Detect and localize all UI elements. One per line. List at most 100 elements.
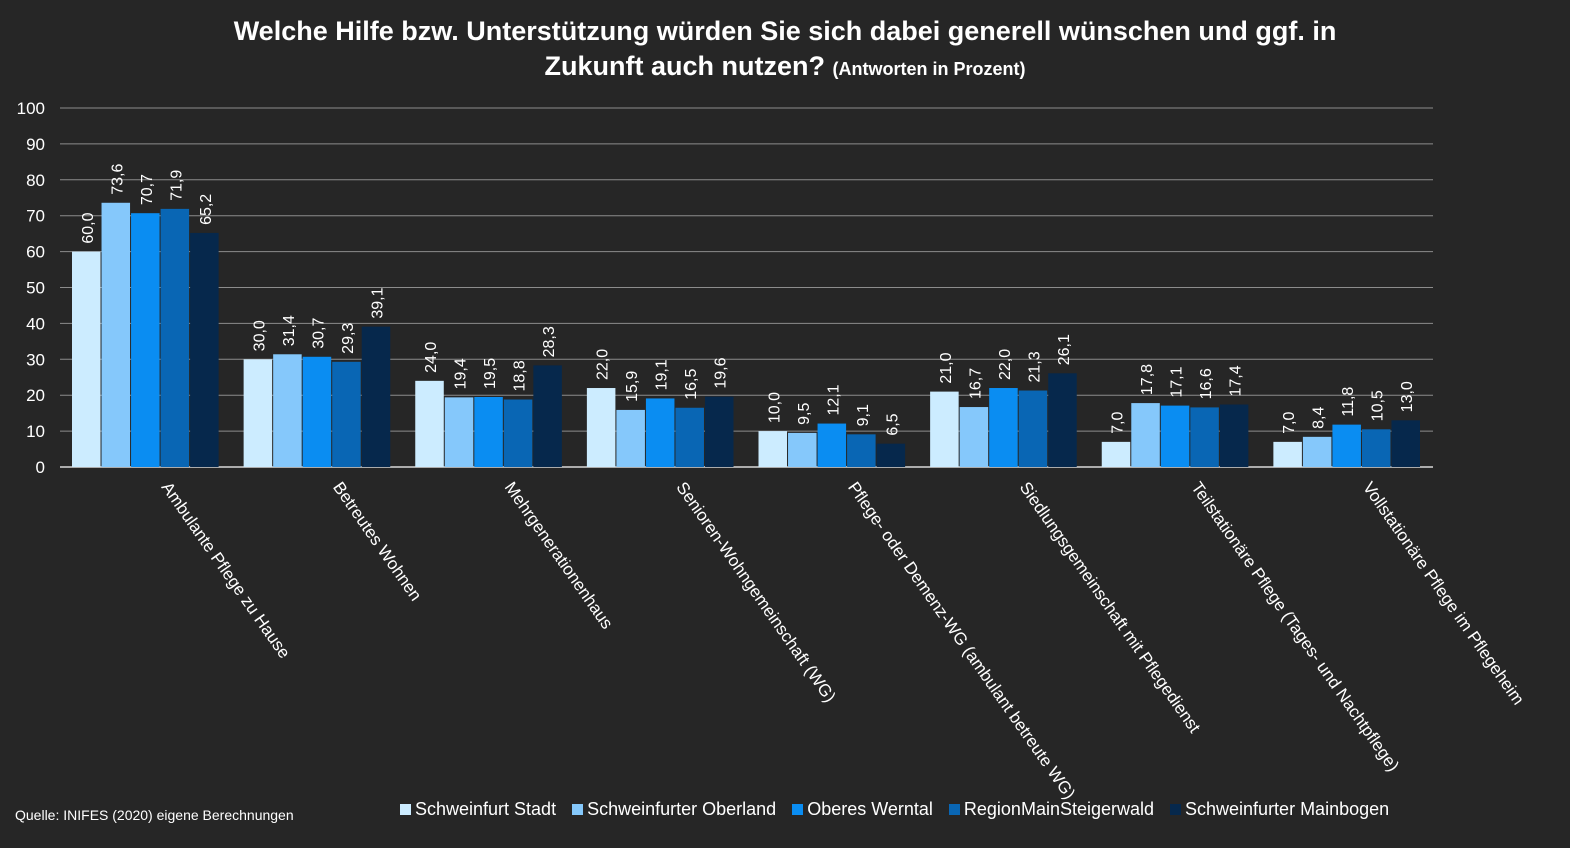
- x-tick-label: Vollstationäre Pflege im Pflegeheim: [1359, 478, 1528, 708]
- data-label: 11,8: [1340, 387, 1357, 417]
- legend-swatch: [792, 804, 804, 815]
- x-tick-label: Senioren-Wohngemeinschaft (WG): [672, 478, 839, 705]
- data-label: 18,8: [512, 360, 529, 391]
- bar: [72, 251, 101, 467]
- data-label: 21,0: [938, 352, 955, 383]
- bar: [503, 399, 533, 467]
- bar: [788, 432, 817, 467]
- x-tick-label: Betreutes Wohnen: [329, 478, 425, 604]
- legend-swatch: [1170, 804, 1182, 815]
- data-label: 24,0: [423, 342, 440, 373]
- data-label: 9,1: [855, 404, 872, 426]
- data-label: 65,2: [198, 194, 215, 225]
- data-label: 10,5: [1370, 390, 1387, 421]
- x-axis-labels: Ambulante Pflege zu Hause Betreutes Wohne…: [158, 478, 1528, 802]
- source-note: Quelle: INIFES (2020) eigene Berechnunge…: [15, 807, 294, 823]
- bar: [415, 380, 444, 467]
- data-label: 70,7: [139, 174, 156, 205]
- legend-item: RegionMainSteigerwald: [948, 799, 1155, 820]
- bar: [675, 407, 704, 467]
- chart-title: Welche Hilfe bzw. Unterstützung würden S…: [0, 14, 1570, 87]
- bar: [332, 361, 361, 467]
- legend-label: Oberes Werntal: [807, 799, 933, 819]
- x-tick-label: Teilstationäre Pflege (Tages- und Nachtp…: [1187, 478, 1403, 775]
- y-tick-label: 60: [26, 243, 45, 262]
- y-tick-label: 50: [26, 279, 45, 298]
- legend-item: Oberes Werntal: [792, 799, 933, 820]
- data-label: 26,1: [1056, 334, 1073, 365]
- data-label: 28,3: [541, 326, 558, 357]
- bar: [1302, 436, 1332, 467]
- y-tick-label: 40: [26, 314, 45, 333]
- legend-label: Schweinfurt Stadt: [415, 799, 557, 819]
- bar: [930, 391, 959, 467]
- bar: [1219, 404, 1249, 467]
- bar: [876, 443, 906, 467]
- data-label: 17,4: [1228, 365, 1245, 396]
- bar: [444, 397, 474, 467]
- data-label: 15,9: [624, 371, 641, 402]
- data-label: 19,5: [482, 358, 499, 389]
- bar: [101, 202, 131, 467]
- bar: [160, 208, 190, 467]
- bar: [586, 388, 616, 467]
- bar: [616, 409, 645, 467]
- data-label: 8,4: [1311, 407, 1328, 429]
- y-tick-label: 100: [17, 99, 45, 118]
- y-tick-label: 70: [26, 207, 45, 226]
- bar: [190, 232, 219, 467]
- bar: [273, 354, 302, 467]
- data-label: 22,0: [997, 349, 1014, 380]
- data-label: 17,1: [1169, 366, 1186, 397]
- data-label: 21,3: [1026, 351, 1043, 382]
- data-label: 19,4: [453, 358, 470, 389]
- data-label: 73,6: [109, 164, 126, 195]
- legend-item: Schweinfurt Stadt: [400, 799, 556, 820]
- bar: [959, 407, 989, 467]
- data-label: 30,0: [251, 320, 268, 351]
- legend-swatch: [948, 804, 960, 815]
- legend-item: Schweinfurter Mainbogen: [1170, 799, 1389, 820]
- bar: [1160, 405, 1190, 467]
- y-tick-label: 30: [26, 350, 45, 369]
- bar: [1048, 373, 1077, 467]
- y-tick-label: 90: [26, 135, 45, 154]
- bar: [131, 213, 160, 467]
- data-label: 9,5: [796, 403, 813, 425]
- data-labels: 60,0 30,0 24,0 22,0 10,0 21,0 7,0 7,0 73,6 31,4 19…: [80, 164, 1416, 436]
- bar: [847, 434, 876, 467]
- bar: [758, 431, 788, 467]
- bar: [1018, 390, 1048, 467]
- data-label: 16,7: [967, 368, 984, 399]
- legend-label: Schweinfurter Mainbogen: [1185, 799, 1390, 819]
- data-label: 60,0: [80, 212, 97, 243]
- legend-label: Schweinfurter Oberland: [587, 799, 777, 819]
- legend-swatch: [572, 804, 584, 815]
- y-axis-ticks: 0 10 20 30 40 50 60 70 80 90 100: [17, 99, 45, 477]
- y-tick-label: 0: [36, 458, 45, 477]
- y-tick-label: 20: [26, 386, 45, 405]
- legend-label: RegionMainSteigerwald: [963, 799, 1155, 819]
- data-label: 22,0: [595, 349, 612, 380]
- data-label: 19,6: [713, 357, 730, 388]
- data-label: 39,1: [369, 287, 386, 318]
- y-tick-label: 80: [26, 171, 45, 190]
- data-label: 7,0: [1110, 412, 1127, 434]
- bar: [817, 423, 847, 467]
- bars: [72, 202, 1420, 467]
- x-tick-label: Mehrgenerationenhaus: [501, 478, 617, 632]
- data-label: 29,3: [340, 323, 357, 354]
- bar: [1101, 441, 1131, 467]
- data-label: 19,1: [654, 359, 671, 390]
- data-label: 7,0: [1281, 412, 1298, 434]
- bar: [302, 356, 332, 467]
- gridlines: [60, 107, 1433, 468]
- data-label: 10,0: [766, 392, 783, 423]
- chart-title-line1: Welche Hilfe bzw. Unterstützung würden S…: [233, 16, 1337, 46]
- bar: [1391, 420, 1420, 467]
- data-label: 6,5: [884, 413, 901, 435]
- bar: [361, 326, 391, 467]
- data-label: 31,4: [281, 315, 298, 346]
- bar: [243, 359, 273, 467]
